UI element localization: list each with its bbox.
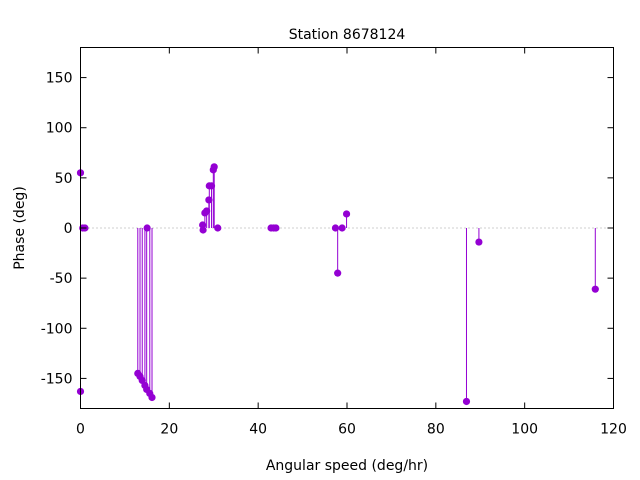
stem-point	[272, 224, 280, 232]
y-tick-label: -100	[41, 321, 73, 337]
stem-point	[210, 163, 218, 171]
y-axis-label: Phase (deg)	[12, 186, 28, 270]
x-tick-label: 100	[511, 422, 538, 438]
y-tick-label: -150	[41, 371, 73, 387]
stem-point	[475, 238, 483, 246]
x-axis-label: Angular speed (deg/hr)	[266, 458, 428, 474]
stem-point	[199, 226, 207, 234]
y-tick-label: 50	[55, 171, 73, 187]
x-tick-label: 120	[600, 422, 627, 438]
data-stems	[76, 163, 599, 406]
stem-point	[342, 210, 351, 218]
stem-point	[591, 285, 599, 293]
y-tick-label: 150	[46, 71, 73, 87]
x-tick-label: 40	[249, 422, 267, 438]
x-tick-label: 60	[338, 422, 356, 438]
chart-title: Station 8678124	[289, 27, 406, 43]
y-tick-label: 100	[46, 121, 73, 137]
stem-point	[214, 224, 222, 232]
stem-point	[334, 269, 342, 277]
x-tick-label: 0	[76, 422, 85, 438]
x-axis: 0 20 40 60 80 100 120	[76, 47, 627, 438]
stem-point	[143, 224, 151, 232]
stem-point	[338, 224, 346, 232]
y-tick-label: 0	[64, 221, 73, 237]
stem-point	[462, 397, 471, 406]
x-tick-label: 20	[160, 422, 178, 438]
y-axis: -150 -100 -50 0 50 100 150	[41, 71, 614, 387]
x-tick-label: 80	[427, 422, 445, 438]
stem-point	[148, 393, 156, 402]
y-tick-label: -50	[50, 271, 73, 287]
